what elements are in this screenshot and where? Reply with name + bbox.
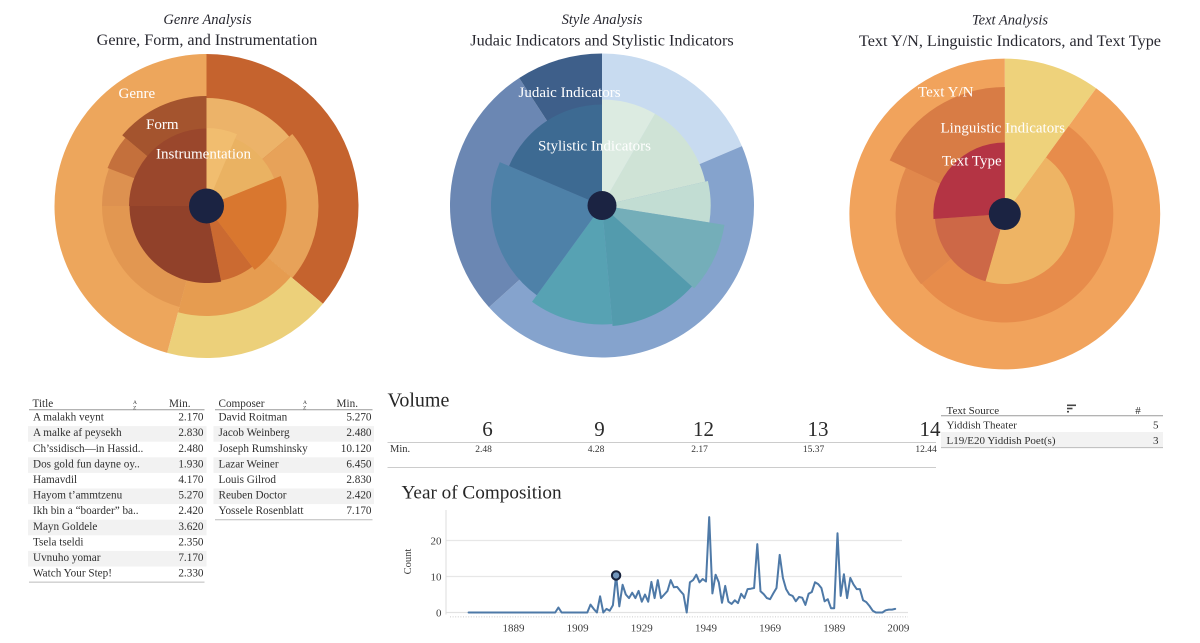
svg-text:Joseph Rumshinsky: Joseph Rumshinsky <box>219 443 309 455</box>
svg-text:Yiddish Theater: Yiddish Theater <box>947 419 1018 431</box>
svg-text:2.480: 2.480 <box>346 427 372 439</box>
svg-text:Text Y/N: Text Y/N <box>918 85 974 101</box>
svg-text:Mayn Goldele: Mayn Goldele <box>33 521 97 533</box>
svg-text:Min.: Min. <box>337 398 359 410</box>
svg-text:2009: 2009 <box>887 623 910 635</box>
svg-text:10.120: 10.120 <box>341 443 372 455</box>
svg-text:2.830: 2.830 <box>346 474 372 486</box>
svg-text:1889: 1889 <box>503 623 526 635</box>
svg-text:12: 12 <box>693 417 714 441</box>
svg-text:Min.: Min. <box>390 444 410 455</box>
svg-text:Genre: Genre <box>119 86 156 102</box>
svg-text:Form: Form <box>146 117 179 133</box>
svg-text:2.350: 2.350 <box>178 536 204 548</box>
svg-text:1989: 1989 <box>823 623 846 635</box>
svg-text:Text Type: Text Type <box>942 154 1002 170</box>
svg-text:Instrumentation: Instrumentation <box>156 147 251 163</box>
svg-text:2.480: 2.480 <box>178 443 204 455</box>
svg-text:4.170: 4.170 <box>178 474 204 486</box>
svg-text:Title: Title <box>33 398 54 410</box>
svg-text:7.170: 7.170 <box>346 505 372 517</box>
svg-text:Louis Gilrod: Louis Gilrod <box>219 474 277 486</box>
svg-text:Text Y/N, Linguistic Indicator: Text Y/N, Linguistic Indicators, and Tex… <box>859 32 1161 50</box>
svg-text:Text Analysis: Text Analysis <box>972 13 1048 29</box>
svg-text:10: 10 <box>431 571 443 583</box>
svg-text:9: 9 <box>594 417 605 441</box>
svg-text:1969: 1969 <box>759 623 782 635</box>
svg-text:#: # <box>1135 405 1141 417</box>
svg-text:A: A <box>303 400 307 406</box>
svg-text:15.37: 15.37 <box>803 445 825 455</box>
svg-text:Min.: Min. <box>169 398 191 410</box>
svg-text:1.930: 1.930 <box>178 458 204 470</box>
svg-text:Jacob Weinberg: Jacob Weinberg <box>219 427 290 439</box>
svg-text:12.44: 12.44 <box>915 445 937 455</box>
svg-text:Yossele Rosenblatt: Yossele Rosenblatt <box>219 505 305 517</box>
svg-text:Stylistic Indicators: Stylistic Indicators <box>538 139 651 155</box>
svg-text:Reuben Doctor: Reuben Doctor <box>219 490 287 502</box>
svg-text:7.170: 7.170 <box>178 552 204 564</box>
svg-text:Hayom t’ammtzenu: Hayom t’ammtzenu <box>33 490 123 502</box>
svg-text:2.17: 2.17 <box>691 445 708 455</box>
svg-text:Ikh bin a “boarder” ba..: Ikh bin a “boarder” ba.. <box>33 505 139 517</box>
svg-text:0: 0 <box>436 607 442 619</box>
svg-text:2.830: 2.830 <box>178 427 204 439</box>
svg-text:6.450: 6.450 <box>346 458 372 470</box>
svg-text:13: 13 <box>808 417 829 441</box>
svg-text:2.170: 2.170 <box>178 412 204 424</box>
svg-text:Lazar Weiner: Lazar Weiner <box>219 458 279 470</box>
svg-text:A malakh veynt: A malakh veynt <box>33 412 105 424</box>
svg-text:14: 14 <box>920 417 942 441</box>
svg-text:1909: 1909 <box>567 623 590 635</box>
svg-text:Year of Composition: Year of Composition <box>402 483 562 504</box>
svg-text:Hamavdil: Hamavdil <box>33 474 77 486</box>
svg-text:1929: 1929 <box>631 623 654 635</box>
svg-text:1949: 1949 <box>695 623 718 635</box>
svg-text:Uvnuho yomar: Uvnuho yomar <box>33 552 101 564</box>
svg-text:20: 20 <box>431 535 443 547</box>
svg-text:Text Source: Text Source <box>947 405 1000 417</box>
svg-text:Watch Your Step!: Watch Your Step! <box>33 568 112 580</box>
svg-text:Tsela tseldi: Tsela tseldi <box>33 536 83 548</box>
svg-text:5.270: 5.270 <box>178 490 204 502</box>
svg-text:2.420: 2.420 <box>178 505 204 517</box>
svg-text:3: 3 <box>1153 435 1159 447</box>
svg-text:Z: Z <box>133 405 137 411</box>
svg-text:5.270: 5.270 <box>346 412 372 424</box>
svg-text:David Roitman: David Roitman <box>219 412 288 424</box>
svg-text:L19/E20 Yiddish Poet(s): L19/E20 Yiddish Poet(s) <box>947 435 1056 447</box>
svg-text:Dos gold fun dayne oy..: Dos gold fun dayne oy.. <box>33 458 140 470</box>
svg-text:4.28: 4.28 <box>588 445 605 455</box>
svg-text:Z: Z <box>303 405 307 411</box>
svg-text:Style Analysis: Style Analysis <box>562 12 643 28</box>
svg-text:Judaic Indicators and Stylisti: Judaic Indicators and Stylistic Indicato… <box>470 32 733 50</box>
svg-text:3.620: 3.620 <box>178 521 204 533</box>
svg-text:Ch’ssidisch—in Hassid..: Ch’ssidisch—in Hassid.. <box>33 443 144 455</box>
svg-text:Judaic Indicators: Judaic Indicators <box>519 85 621 101</box>
svg-text:6: 6 <box>482 417 493 441</box>
svg-text:A malke af peysekh: A malke af peysekh <box>33 427 122 439</box>
svg-text:2.48: 2.48 <box>475 445 492 455</box>
svg-text:2.420: 2.420 <box>346 490 372 502</box>
svg-text:Volume: Volume <box>388 390 450 412</box>
svg-text:2.330: 2.330 <box>178 568 204 580</box>
svg-text:Genre Analysis: Genre Analysis <box>163 12 252 28</box>
svg-text:Count: Count <box>403 549 414 575</box>
svg-text:A: A <box>133 400 137 406</box>
svg-text:Linguistic Indicators: Linguistic Indicators <box>941 121 1066 137</box>
svg-text:5: 5 <box>1153 419 1159 431</box>
svg-text:Genre, Form, and Instrumentati: Genre, Form, and Instrumentation <box>97 31 318 49</box>
svg-text:Composer: Composer <box>219 398 265 410</box>
